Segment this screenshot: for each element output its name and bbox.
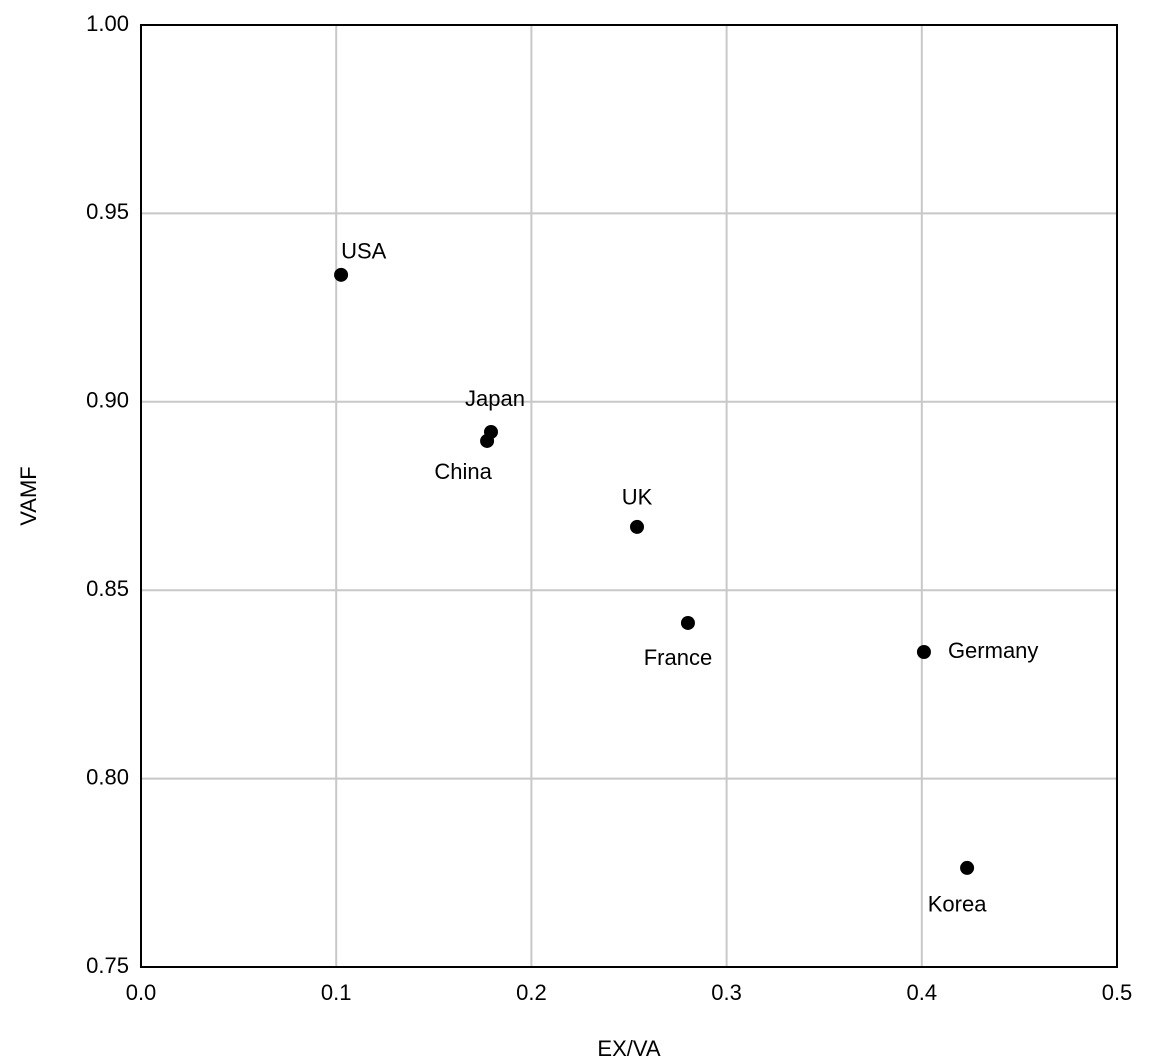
point-label: France <box>644 645 712 670</box>
y-tick-label: 0.95 <box>86 199 129 224</box>
point-label: UK <box>622 485 653 510</box>
x-axis-label: EX/VA <box>597 1036 661 1061</box>
y-tick-label: 0.80 <box>86 764 129 789</box>
x-tick-label: 0.4 <box>907 980 938 1005</box>
point-label: Japan <box>465 386 525 411</box>
point <box>630 519 645 534</box>
point <box>680 615 695 630</box>
plot-frame <box>140 24 1118 968</box>
x-tick-label: 0.0 <box>126 980 157 1005</box>
point <box>480 433 495 448</box>
x-tick-label: 0.5 <box>1102 980 1133 1005</box>
y-tick-label: 0.75 <box>86 953 129 978</box>
x-tick-label: 0.2 <box>516 980 547 1005</box>
point <box>916 644 931 659</box>
x-tick-label: 0.1 <box>321 980 352 1005</box>
point-label: Germany <box>948 638 1038 663</box>
y-tick-label: 1.00 <box>86 11 129 36</box>
x-tick-label: 0.3 <box>711 980 742 1005</box>
y-tick-label: 0.90 <box>86 388 129 413</box>
point <box>334 267 349 282</box>
point <box>960 860 975 875</box>
point-label: USA <box>341 239 387 264</box>
y-axis-label: VAMF <box>16 466 41 525</box>
y-tick-label: 0.85 <box>86 576 129 601</box>
point-label: Korea <box>928 892 987 917</box>
point-label: China <box>434 459 492 484</box>
